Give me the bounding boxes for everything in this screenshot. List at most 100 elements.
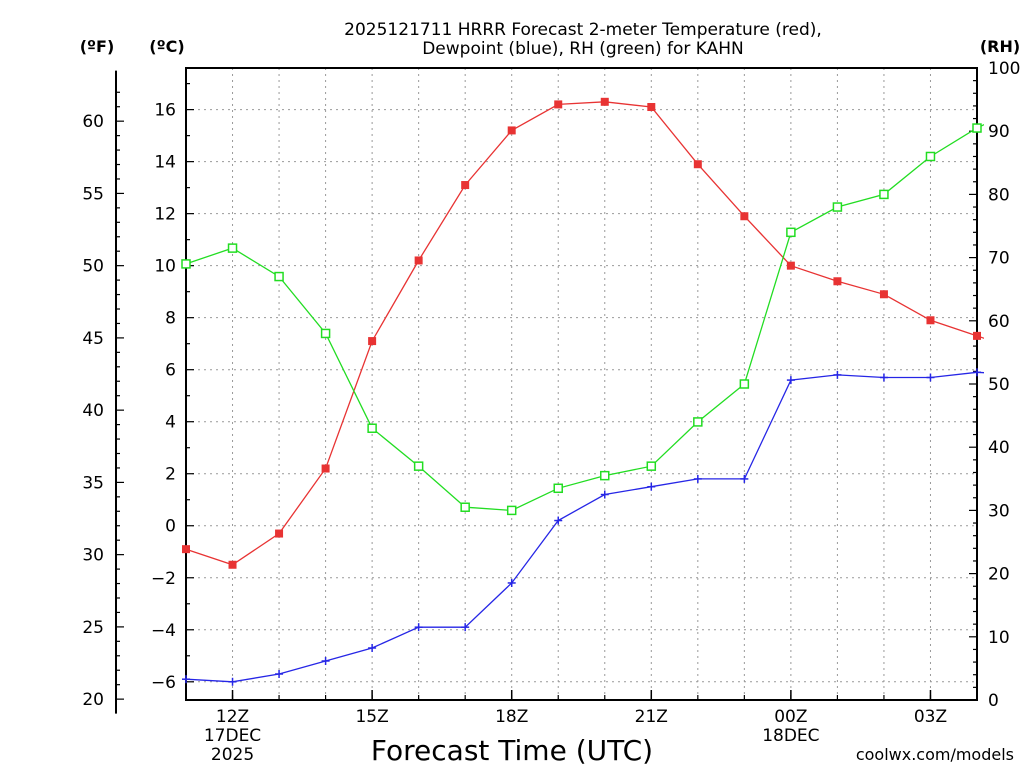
chart-title-line1: 2025121711 HRRR Forecast 2-meter Tempera…	[344, 20, 822, 40]
dewpoint-point	[507, 578, 516, 587]
dewpoint-point	[600, 490, 609, 499]
rh-point	[693, 417, 703, 427]
rh-point	[320, 328, 331, 339]
rh-tick-label: 90	[988, 122, 1010, 142]
x-tick-date: 18DEC	[762, 726, 819, 746]
rh-point	[832, 202, 843, 212]
rh-point	[739, 379, 750, 389]
rh-tick-label: 0	[988, 691, 999, 711]
rh-point	[646, 461, 657, 471]
rh-point	[925, 151, 936, 162]
rh-point	[786, 227, 796, 238]
dewpoint-point	[926, 373, 935, 382]
rh-point	[227, 243, 238, 253]
fahrenheit-tick-label: 45	[82, 329, 104, 349]
rh-point	[413, 461, 424, 471]
dewpoint-point	[228, 677, 237, 686]
x-tick-label: 15Z	[355, 707, 388, 727]
rh-tick-label: 60	[988, 312, 1010, 332]
fahrenheit-unit-label: (ºF)	[80, 37, 115, 56]
celsius-tick-label: 16	[154, 101, 176, 121]
celsius-tick-label: 0	[165, 517, 176, 537]
temperature-point	[1020, 347, 1024, 355]
temperature-point	[507, 126, 516, 135]
rh-point	[553, 483, 563, 494]
temperature-point	[275, 529, 284, 538]
dewpoint-line	[185, 371, 984, 683]
celsius-tick-label: 2	[165, 465, 176, 485]
rh-point	[972, 123, 982, 133]
temperature-point	[926, 316, 935, 325]
celsius-tick-label: 12	[154, 205, 176, 225]
rh-point	[1020, 102, 1024, 110]
fahrenheit-tick-label: 50	[82, 257, 104, 277]
fahrenheit-tick-label: 60	[82, 112, 104, 132]
dewpoint-point	[554, 516, 563, 525]
temperature-point	[600, 97, 609, 106]
rh-tick-label: 30	[988, 501, 1010, 521]
rh-tick-label: 70	[988, 249, 1010, 269]
temperature-point	[461, 181, 470, 190]
temperature-point	[879, 290, 888, 299]
dewpoint-point	[647, 482, 656, 491]
temperature-point	[833, 277, 842, 286]
rh-point	[181, 259, 191, 269]
celsius-tick-label: 4	[165, 413, 176, 433]
dewpoint-point	[368, 643, 377, 652]
temperature-point	[321, 464, 330, 473]
x-axis-label: Forecast Time (UTC)	[371, 734, 653, 767]
dewpoint-point	[461, 623, 470, 632]
dewpoint-point	[833, 370, 842, 379]
temperature-point	[554, 100, 563, 109]
dewpoint-point	[740, 474, 749, 483]
rh-point	[506, 505, 517, 516]
temperature-point	[228, 560, 237, 569]
rh-tick-label: 10	[988, 628, 1010, 648]
dewpoint-point	[693, 474, 702, 483]
celsius-tick-label: −6	[151, 673, 176, 693]
fahrenheit-tick-label: 20	[82, 690, 104, 710]
rh-tick-label: 80	[988, 185, 1010, 205]
celsius-tick-label: −2	[151, 569, 176, 589]
rh-point	[600, 470, 610, 481]
celsius-unit-label: (ºC)	[149, 37, 184, 56]
axes: 20 25 30 35 40 45 50 55 60 −6 −4 −2 0 2 4 6 8 10 12 14 16 0 10…	[82, 59, 1020, 714]
rh-tick-label: 40	[988, 438, 1010, 458]
dewpoint-point	[786, 376, 795, 385]
series-layer	[181, 97, 1024, 686]
plot-frame	[185, 67, 978, 701]
rh-tick-label: 100	[988, 59, 1020, 79]
rh-unit-label: (RH)	[980, 37, 1020, 56]
rh-point	[367, 423, 377, 433]
dewpoint-point	[414, 623, 423, 632]
temperature-point	[414, 256, 423, 265]
celsius-tick-label: 8	[165, 309, 176, 329]
fahrenheit-tick-label: 25	[82, 618, 104, 638]
dewpoint-point	[973, 368, 981, 377]
chart-title-line2: Dewpoint (blue), RH (green) for KAHN	[422, 39, 744, 59]
gridlines	[185, 68, 978, 700]
temperature-point	[182, 545, 190, 554]
x-tick-label: 18Z	[495, 707, 528, 727]
fahrenheit-tick-label: 40	[82, 401, 104, 421]
fahrenheit-tick-label: 35	[82, 473, 104, 493]
celsius-tick-label: 14	[154, 153, 176, 173]
x-tick-label: 21Z	[635, 707, 668, 727]
dewpoint-point	[879, 373, 888, 382]
temperature-point	[973, 331, 981, 340]
rh-point	[879, 189, 889, 200]
temperature-point	[647, 103, 656, 112]
temperature-point	[693, 160, 702, 169]
celsius-tick-label: −4	[151, 621, 176, 641]
temperature-point	[786, 261, 795, 270]
x-tick-date: 17DEC	[204, 726, 261, 746]
x-tick-label: 00Z	[774, 707, 807, 727]
credit-text: coolwx.com/models	[856, 745, 1014, 764]
dewpoint-point	[182, 675, 190, 684]
fahrenheit-tick-label: 55	[82, 184, 104, 204]
x-tick-label: 12Z	[216, 707, 249, 727]
fahrenheit-tick-label: 30	[82, 546, 104, 566]
dewpoint-point	[321, 656, 330, 665]
rh-tick-label: 20	[988, 565, 1010, 585]
